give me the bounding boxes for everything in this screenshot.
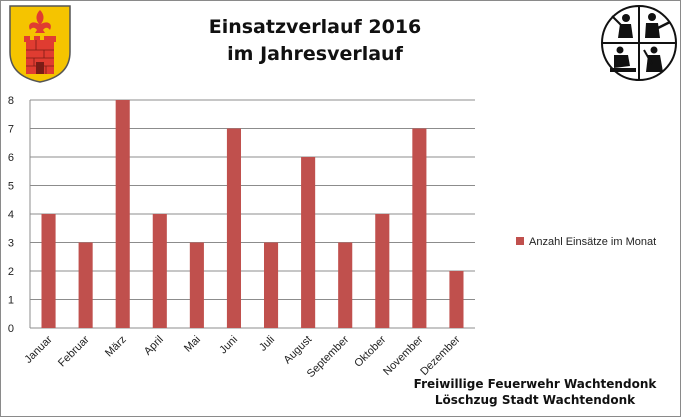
y-tick-label: 1 [8, 295, 14, 307]
bar [152, 214, 167, 328]
y-tick-label: 6 [8, 152, 14, 164]
coat-of-arms-logo [8, 4, 72, 89]
legend-swatch [516, 237, 524, 245]
y-tick-label: 0 [8, 323, 14, 335]
x-tick-label: Januar [22, 333, 55, 366]
x-tick-label: Oktober [352, 333, 388, 369]
y-tick-label: 8 [8, 95, 14, 107]
bar [226, 128, 242, 328]
organization-footer: Freiwillige Feuerwehr Wachtendonk Löschz… [385, 376, 681, 408]
x-tick-label: Dezember [418, 333, 463, 378]
chart-title-line-2: im Jahresverlauf [227, 43, 403, 65]
bar [412, 128, 427, 328]
fire-brigade-emblem [600, 4, 678, 87]
bar [115, 100, 130, 328]
bar [78, 242, 93, 328]
x-tick-label: August [282, 334, 315, 367]
y-tick-label: 2 [8, 266, 14, 278]
bar [375, 214, 390, 328]
footer-line-1: Freiwillige Feuerwehr Wachtendonk [413, 377, 657, 391]
y-tick-label: 7 [8, 124, 14, 136]
bar [449, 271, 464, 328]
x-tick-label: Mai [182, 334, 203, 355]
bar [189, 242, 204, 328]
legend-label: Anzahl Einsätze im Monat [529, 236, 657, 248]
x-tick-label: Juli [257, 334, 277, 354]
chart-title-line-1: Einsatzverlauf 2016 [208, 16, 422, 38]
bar [41, 214, 56, 328]
x-tick-label: April [142, 334, 166, 358]
chart-title: Einsatzverlauf 2016 im Jahresverlauf [150, 14, 480, 68]
bar [301, 157, 316, 328]
y-tick-label: 5 [8, 181, 14, 193]
x-tick-label: Juni [217, 334, 240, 357]
x-tick-label: Februar [56, 333, 92, 369]
footer-line-2: Löschzug Stadt Wachtendonk [434, 393, 636, 407]
bar [263, 242, 279, 328]
y-tick-label: 3 [8, 238, 14, 250]
x-tick-label: März [103, 334, 129, 360]
y-tick-label: 4 [8, 209, 14, 221]
bar [338, 242, 353, 328]
chart-legend: Anzahl Einsätze im Monat [516, 236, 656, 248]
